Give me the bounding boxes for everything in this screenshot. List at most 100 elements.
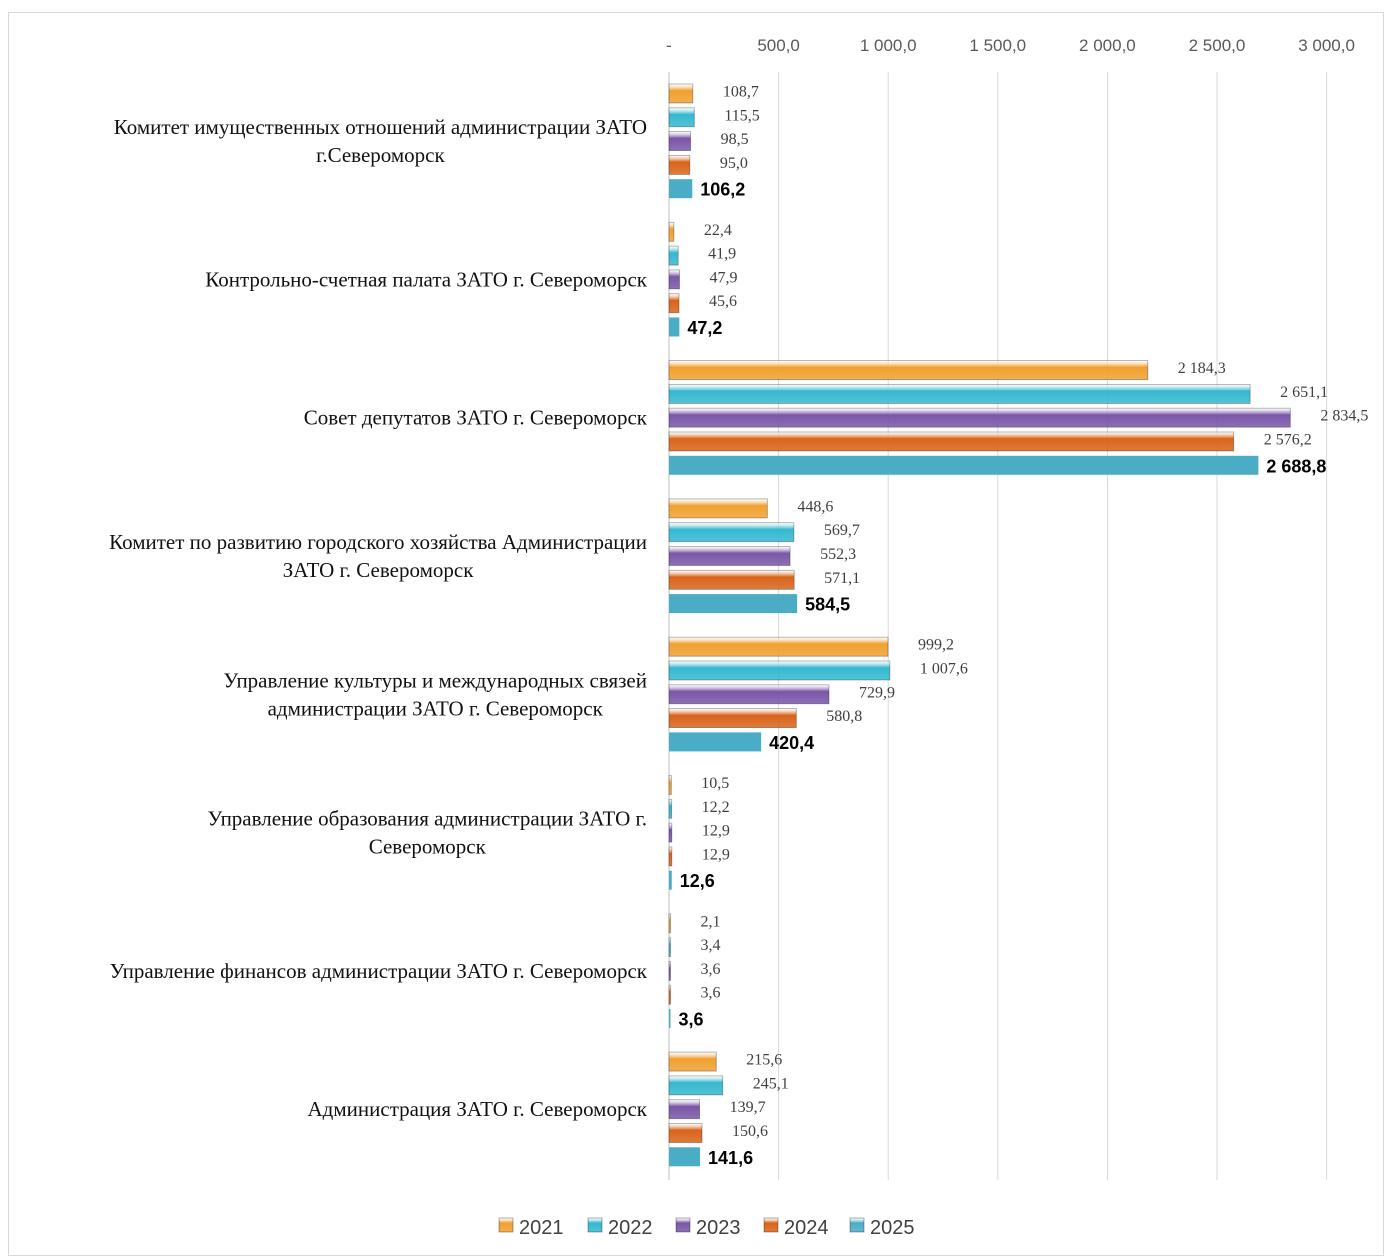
x-tick-label: 2 000,0 bbox=[1079, 36, 1136, 55]
data-label: 3,6 bbox=[701, 985, 721, 1002]
bar-2022 bbox=[668, 937, 671, 957]
data-label: 141,6 bbox=[708, 1148, 753, 1168]
legend-swatch-2025 bbox=[849, 1217, 865, 1233]
bar-2024 bbox=[668, 154, 691, 175]
bar-2023 bbox=[668, 684, 830, 705]
x-axis-tick-labels: - 500,0 1 000,0 1 500,0 2 000,0 2 500,0 3 000,… bbox=[666, 36, 1355, 55]
bar-2023 bbox=[668, 822, 673, 843]
data-label: 12,6 bbox=[680, 871, 715, 891]
bar-series bbox=[668, 83, 1291, 1167]
bar-2024 bbox=[668, 569, 795, 590]
data-label: 584,5 bbox=[805, 595, 850, 615]
bar-2023 bbox=[668, 407, 1291, 428]
category-label: Контрольно-счетная палата ЗАТО г. Северо… bbox=[205, 267, 648, 291]
bar-2022 bbox=[668, 660, 891, 681]
category-label-line: Управление финансов администрации ЗАТО г… bbox=[110, 959, 648, 983]
bar-2025 bbox=[669, 732, 762, 752]
data-label: 2 688,8 bbox=[1266, 456, 1326, 476]
bar-2025 bbox=[669, 870, 672, 890]
data-label: 3,4 bbox=[701, 937, 721, 954]
data-label: 12,2 bbox=[702, 799, 730, 816]
data-label: 569,7 bbox=[824, 522, 860, 539]
category-label-line: Администрация ЗАТО г. Североморск bbox=[308, 1097, 648, 1121]
bar-2025 bbox=[669, 1147, 701, 1167]
category-label-line: Управление образования администрации ЗАТ… bbox=[208, 807, 647, 831]
data-label: 45,6 bbox=[709, 293, 737, 310]
legend-swatch-2021 bbox=[498, 1217, 514, 1233]
data-label: 47,9 bbox=[709, 269, 737, 286]
data-label: 108,7 bbox=[723, 84, 759, 101]
bar-2023 bbox=[668, 269, 680, 290]
bar-2025 bbox=[669, 317, 680, 337]
data-label: 2 576,2 bbox=[1264, 432, 1312, 449]
category-label: Комитет по развитию городского хозяйства… bbox=[109, 530, 647, 582]
category-label-line: Комитет по развитию городского хозяйства… bbox=[109, 530, 647, 554]
bar-2024 bbox=[668, 984, 671, 1005]
legend-swatch-2023 bbox=[675, 1217, 691, 1233]
bar-2024 bbox=[668, 708, 797, 728]
x-tick-label: 1 500,0 bbox=[969, 36, 1026, 55]
gridlines bbox=[668, 72, 1328, 1180]
data-labels: 108,7 115,5 98,5 95,0 106,2 22,4 41,9 47,9 45,6 4… bbox=[679, 84, 1369, 1168]
x-tick-label: 3 000,0 bbox=[1298, 36, 1355, 55]
bar-2023 bbox=[668, 961, 671, 981]
data-label: 41,9 bbox=[708, 246, 736, 263]
bar-2025 bbox=[669, 455, 1259, 475]
data-label: 999,2 bbox=[918, 637, 954, 654]
category-label-line: Совет депутатов ЗАТО г. Североморск bbox=[304, 406, 648, 430]
chart-frame bbox=[8, 12, 1384, 1256]
legend-swatch-2024 bbox=[763, 1217, 779, 1233]
x-tick-label: - bbox=[666, 36, 672, 55]
legend-label: 2023 bbox=[696, 1217, 741, 1239]
data-label: 98,5 bbox=[721, 131, 749, 148]
bar-2021 bbox=[668, 1051, 717, 1072]
data-label: 3,6 bbox=[701, 961, 721, 978]
bar-2024 bbox=[668, 1123, 703, 1143]
category-label-line: Контрольно-счетная палата ЗАТО г. Северо… bbox=[205, 267, 648, 291]
bar-2021 bbox=[668, 360, 1149, 381]
bar-2025 bbox=[669, 1009, 671, 1028]
data-label: 139,7 bbox=[730, 1099, 766, 1116]
data-label: 552,3 bbox=[820, 546, 856, 563]
data-label: 1 007,6 bbox=[920, 661, 968, 678]
bar-2021 bbox=[668, 498, 768, 519]
data-label: 12,9 bbox=[702, 846, 730, 863]
category-label-line: Управление культуры и международных связ… bbox=[223, 668, 647, 692]
data-label: 47,2 bbox=[687, 318, 722, 338]
data-label: 22,4 bbox=[704, 222, 732, 239]
category-label-line: г.Североморск bbox=[316, 143, 445, 167]
data-label: 571,1 bbox=[824, 570, 860, 587]
data-label: 106,2 bbox=[700, 180, 745, 200]
bar-2021 bbox=[668, 83, 694, 104]
data-label: 2,1 bbox=[701, 913, 721, 930]
legend-label: 2024 bbox=[784, 1217, 829, 1239]
data-label: 420,4 bbox=[769, 733, 814, 753]
bar-2024 bbox=[668, 293, 680, 314]
data-label: 2 184,3 bbox=[1178, 360, 1226, 377]
bar-2021 bbox=[668, 913, 671, 934]
data-label: 580,8 bbox=[826, 708, 862, 725]
data-label: 150,6 bbox=[732, 1123, 768, 1140]
category-label: Администрация ЗАТО г. Североморск bbox=[308, 1097, 648, 1121]
category-label: Управление финансов администрации ЗАТО г… bbox=[110, 959, 648, 983]
category-label: Управление культуры и международных связ… bbox=[223, 668, 647, 720]
data-label: 10,5 bbox=[701, 775, 729, 792]
x-tick-label: 500,0 bbox=[757, 36, 800, 55]
bar-2022 bbox=[668, 107, 695, 128]
bar-2021 bbox=[668, 636, 889, 657]
bar-2025 bbox=[669, 179, 693, 199]
category-label-line: Комитет имущественных отношений админист… bbox=[114, 115, 647, 139]
bar-2023 bbox=[668, 546, 791, 566]
data-label: 729,9 bbox=[859, 684, 895, 701]
bar-2025 bbox=[669, 594, 798, 614]
data-label: 245,1 bbox=[753, 1075, 789, 1092]
data-label: 95,0 bbox=[720, 155, 748, 172]
bar-2023 bbox=[668, 131, 691, 152]
data-label: 115,5 bbox=[724, 107, 759, 124]
data-label: 2 834,5 bbox=[1320, 408, 1368, 425]
legend-swatch-2022 bbox=[587, 1217, 603, 1233]
legend-label: 2021 bbox=[519, 1217, 564, 1239]
legend-label: 2022 bbox=[608, 1217, 653, 1239]
bar-2024 bbox=[668, 431, 1235, 452]
